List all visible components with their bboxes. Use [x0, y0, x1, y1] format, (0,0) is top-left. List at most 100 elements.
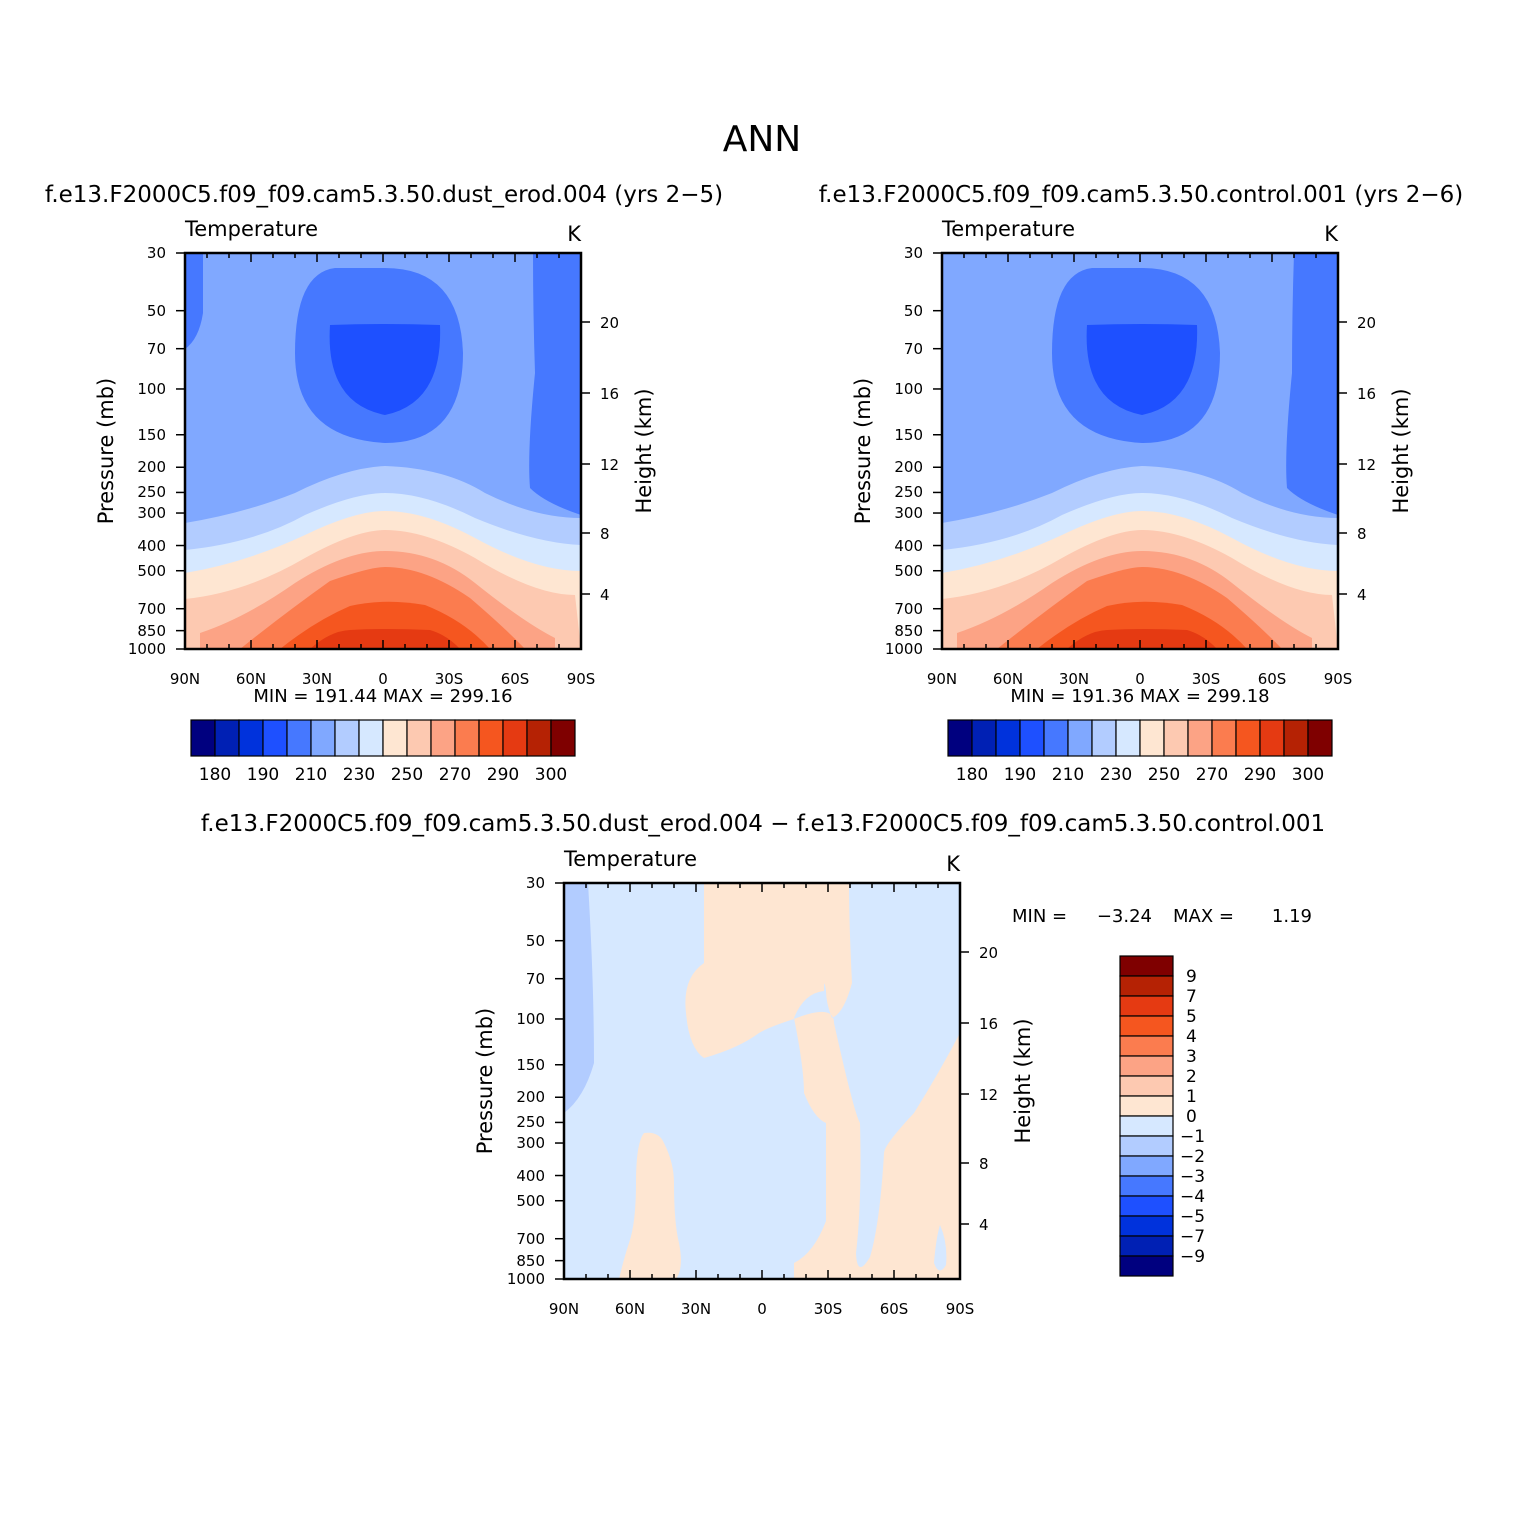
y-tick-label: 70 — [904, 340, 923, 358]
colorbar-label: −4 — [1180, 1187, 1205, 1207]
colorbar-vertical: 9 7 5 4 3 2 1 0 −1 −2 −3 −4 −5 −7 −9 — [1119, 955, 1205, 1277]
contour-band-290-300 — [1067, 629, 1217, 649]
y-tick-label: 700 — [894, 600, 923, 618]
colorbar-label: 7 — [1186, 987, 1197, 1007]
colorbar-swatch — [1119, 1135, 1174, 1157]
panel-title: f.e13.F2000C5.f09_f09.cam5.3.50.dust_ero… — [45, 182, 723, 208]
contour-band-180-190 — [1086, 324, 1198, 415]
colorbar-label: 250 — [391, 765, 423, 785]
y2-tick-label: 16 — [979, 1015, 998, 1033]
min-label: MIN = — [1012, 906, 1067, 927]
y2-tick-label: 12 — [1357, 456, 1376, 474]
contour-band-210-220-np — [185, 253, 203, 349]
colorbar-swatch — [1119, 1035, 1174, 1057]
y-tick-label: 70 — [526, 970, 545, 988]
x-tick-label: 30N — [1059, 670, 1089, 688]
x-tick-marks — [563, 883, 961, 1279]
y2-tick-label: 4 — [979, 1216, 989, 1234]
y2-tick-label: 8 — [979, 1155, 989, 1173]
colorbar-swatch — [947, 719, 973, 757]
x-tick-label: 0 — [1135, 670, 1145, 688]
colorbar-swatch — [1163, 719, 1189, 757]
variable-label: Temperature — [563, 847, 697, 871]
y-tick-label: 700 — [516, 1230, 545, 1248]
panel-control: f.e13.F2000C5.f09_f09.cam5.3.50.control.… — [819, 182, 1463, 785]
colorbar-label: −5 — [1180, 1207, 1205, 1227]
colorbar-swatch — [995, 719, 1021, 757]
colorbar-swatch — [430, 719, 456, 757]
max-value: 1.19 — [1272, 906, 1312, 927]
x-tick-label: 90N — [549, 1300, 579, 1318]
units-label: K — [946, 852, 961, 876]
contour-field — [185, 253, 581, 649]
y-tick-label: 250 — [137, 483, 166, 501]
colorbar-swatch — [1043, 719, 1069, 757]
y2-tick-label: 20 — [1357, 314, 1376, 332]
colorbar-swatch — [478, 719, 504, 757]
colorbar-label: 210 — [1052, 765, 1084, 785]
y-tick-label: 100 — [137, 380, 166, 398]
colorbar-label: −7 — [1180, 1227, 1205, 1247]
y-tick-label: 400 — [894, 537, 923, 555]
x-tick-marks — [941, 253, 1339, 649]
colorbar-swatch — [1119, 1255, 1174, 1277]
min-max-stats: MIN = 191.44 MAX = 299.16 — [253, 686, 512, 707]
y2-tick-label: 8 — [1357, 525, 1367, 543]
colorbar-swatch — [1119, 1115, 1174, 1137]
y2-axis-label: Height (km) — [632, 388, 656, 513]
colorbar-swatch — [1307, 719, 1333, 757]
colorbar-label: 0 — [1186, 1107, 1197, 1127]
y-axis-label: Pressure (mb) — [473, 1008, 497, 1155]
figure-title: ANN — [723, 119, 802, 160]
y2-tick-label: 12 — [979, 1086, 998, 1104]
colorbar-label: −1 — [1180, 1127, 1205, 1147]
colorbar-label: 180 — [956, 765, 988, 785]
max-label: MAX = — [1173, 906, 1234, 927]
x-tick-label: 90S — [946, 1300, 975, 1318]
y-tick-label: 850 — [137, 622, 166, 640]
colorbar-swatch — [310, 719, 336, 757]
colorbar-label: 9 — [1186, 967, 1197, 987]
x-tick-label: 30N — [302, 670, 332, 688]
colorbar-label: 230 — [343, 765, 375, 785]
colorbar-swatch — [1091, 719, 1117, 757]
y-tick-label: 1000 — [128, 640, 166, 658]
panel-difference: f.e13.F2000C5.f09_f09.cam5.3.50.dust_ero… — [201, 811, 1325, 1318]
colorbar-swatch — [1119, 1155, 1174, 1177]
panel-title: f.e13.F2000C5.f09_f09.cam5.3.50.dust_ero… — [201, 811, 1325, 837]
variable-label: Temperature — [184, 217, 318, 241]
y2-tick-label: 12 — [600, 456, 619, 474]
y-tick-label: 300 — [894, 504, 923, 522]
contour-band-neg1-0-patch — [934, 1225, 947, 1271]
y-tick-marks — [555, 882, 564, 1280]
colorbar-swatch — [1119, 955, 1174, 977]
colorbar-swatch — [358, 719, 384, 757]
y2-tick-label: 4 — [1357, 586, 1367, 604]
y-tick-label: 150 — [894, 426, 923, 444]
colorbar-swatch — [1211, 719, 1237, 757]
y2-tick-label: 16 — [600, 385, 619, 403]
y-tick-label: 500 — [894, 562, 923, 580]
x-tick-label: 90S — [1324, 670, 1353, 688]
x-tick-label: 60N — [993, 670, 1023, 688]
y-tick-label: 150 — [516, 1056, 545, 1074]
min-value: −3.24 — [1097, 906, 1152, 927]
y2-tick-marks — [581, 321, 590, 595]
y-tick-label: 100 — [894, 380, 923, 398]
colorbar-swatch — [1235, 719, 1261, 757]
colorbar-label: 270 — [439, 765, 471, 785]
y-tick-label: 700 — [137, 600, 166, 618]
colorbar-swatch — [1119, 1015, 1174, 1037]
y-tick-label: 250 — [516, 1113, 545, 1131]
y-tick-label: 500 — [137, 562, 166, 580]
colorbar-swatch — [502, 719, 528, 757]
colorbar-label: 2 — [1186, 1067, 1197, 1087]
colorbar-swatch — [262, 719, 288, 757]
contour-band-0-1-nh — [619, 1132, 681, 1279]
colorbar-label: 210 — [295, 765, 327, 785]
panel-title: f.e13.F2000C5.f09_f09.cam5.3.50.control.… — [819, 182, 1463, 208]
variable-label: Temperature — [941, 217, 1075, 241]
y-tick-marks — [933, 252, 942, 650]
colorbar-label: 290 — [487, 765, 519, 785]
